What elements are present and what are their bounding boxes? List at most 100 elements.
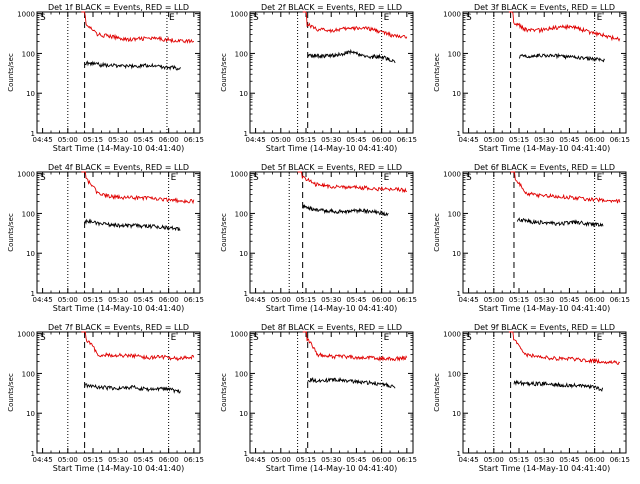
y-tick-label: 1000 — [17, 171, 35, 179]
y-tick-label: 10 — [239, 250, 248, 258]
plot-frame — [36, 331, 201, 454]
marker-e-label: E — [384, 333, 390, 343]
y-tick-label: 1000 — [230, 331, 248, 339]
y-tick-label: 1 — [31, 450, 35, 458]
panel-6: Det 6f BLACK = Events, RED = LLD 1 10 100 10… — [433, 163, 630, 313]
marker-s-label: S — [253, 13, 259, 23]
panel-4: Det 4f BLACK = Events, RED = LLD 1 10 100 10… — [7, 163, 204, 313]
x-tick-label: 06:00 — [159, 136, 179, 144]
y-axis-label: Counts/sec — [7, 213, 15, 252]
x-tick-label: 05:00 — [484, 456, 504, 464]
lld-series-line — [297, 171, 407, 194]
panel-title: Det 7f BLACK = Events, RED = LLD — [48, 323, 189, 332]
x-tick-label: 05:15 — [296, 456, 316, 464]
x-tick-label: 05:45 — [133, 456, 153, 464]
x-tick-label: 05:00 — [271, 296, 291, 304]
panel-2: Det 2f BLACK = Events, RED = LLD 1 10 100 10… — [220, 3, 417, 153]
events-series-line — [84, 60, 181, 71]
x-tick-label: 05:00 — [271, 456, 291, 464]
y-tick-label: 100 — [235, 50, 248, 58]
panel-5: Det 5f BLACK = Events, RED = LLD 1 10 100 10… — [220, 163, 417, 313]
y-tick-label: 10 — [26, 90, 35, 98]
y-tick-label: 1000 — [443, 331, 461, 339]
x-tick-label: 05:45 — [133, 296, 153, 304]
lld-series-line — [508, 331, 621, 365]
y-tick-label: 1 — [31, 130, 35, 138]
x-tick-label: 05:30 — [534, 456, 554, 464]
x-tick-label: 05:00 — [271, 136, 291, 144]
x-tick-label: 05:15 — [83, 136, 103, 144]
marker-e-label: E — [597, 333, 603, 343]
marker-s-label: S — [40, 333, 46, 343]
marker-s-label: S — [40, 13, 46, 23]
events-series-line — [84, 218, 181, 232]
marker-e-label: E — [384, 173, 390, 183]
y-tick-label: 10 — [239, 410, 248, 418]
y-tick-label: 1 — [457, 450, 461, 458]
x-tick-label: 05:45 — [559, 456, 579, 464]
panel-title: Det 8f BLACK = Events, RED = LLD — [261, 323, 402, 332]
x-tick-label: 05:00 — [58, 136, 78, 144]
panel-title: Det 2f BLACK = Events, RED = LLD — [261, 3, 402, 12]
panel-8: Det 8f BLACK = Events, RED = LLD 1 10 100 10… — [220, 323, 417, 473]
x-tick-label: 04:45 — [33, 296, 53, 304]
x-tick-label: 06:15 — [610, 296, 630, 304]
x-tick-label: 04:45 — [33, 456, 53, 464]
plot-frame — [249, 171, 414, 294]
events-series-line — [307, 48, 396, 64]
lld-series-line — [81, 331, 195, 362]
x-tick-label: 06:00 — [585, 136, 605, 144]
x-tick-label: 05:45 — [346, 136, 366, 144]
plot-frame — [462, 331, 627, 454]
marker-e-label: E — [169, 13, 175, 23]
x-tick-label: 05:00 — [58, 456, 78, 464]
panel-title: Det 6f BLACK = Events, RED = LLD — [474, 163, 615, 172]
events-series-line — [302, 204, 389, 217]
x-tick-label: 05:45 — [559, 136, 579, 144]
y-tick-label: 100 — [448, 50, 461, 58]
x-tick-label: 05:15 — [296, 296, 316, 304]
lld-series-line — [302, 11, 408, 39]
x-tick-label: 05:30 — [108, 136, 128, 144]
x-tick-label: 06:00 — [159, 296, 179, 304]
x-tick-label: 05:15 — [509, 136, 529, 144]
y-tick-label: 1 — [31, 290, 35, 298]
y-tick-label: 1000 — [230, 171, 248, 179]
x-tick-label: 06:00 — [372, 456, 392, 464]
panel-title: Det 3f BLACK = Events, RED = LLD — [474, 3, 615, 12]
marker-e-label: E — [597, 13, 603, 23]
y-tick-label: 10 — [26, 250, 35, 258]
y-tick-label: 10 — [452, 90, 461, 98]
y-tick-label: 1 — [244, 130, 248, 138]
x-axis-label: Start Time (14-May-10 04:41:40) — [53, 144, 184, 153]
x-tick-label: 05:30 — [108, 296, 128, 304]
x-tick-label: 05:30 — [321, 296, 341, 304]
y-tick-label: 1000 — [17, 331, 35, 339]
x-tick-label: 06:00 — [585, 456, 605, 464]
x-axis-label: Start Time (14-May-10 04:41:40) — [53, 304, 184, 313]
x-tick-label: 04:45 — [33, 136, 53, 144]
y-axis-label: Counts/sec — [433, 373, 441, 412]
x-tick-label: 05:30 — [534, 296, 554, 304]
lld-series-line — [302, 331, 408, 362]
x-tick-label: 05:45 — [346, 296, 366, 304]
plot-frame — [462, 171, 627, 294]
panel-1: Det 1f BLACK = Events, RED = LLD 1 10 100 10… — [7, 3, 204, 153]
x-tick-label: 04:45 — [246, 136, 266, 144]
y-tick-label: 100 — [448, 370, 461, 378]
panel-3: Det 3f BLACK = Events, RED = LLD 1 10 100 10… — [433, 3, 630, 153]
plot-frame — [36, 171, 201, 294]
x-tick-label: 06:15 — [610, 136, 630, 144]
x-tick-label: 06:00 — [372, 296, 392, 304]
x-axis-label: Start Time (14-May-10 04:41:40) — [479, 464, 610, 473]
y-axis-label: Counts/sec — [433, 53, 441, 92]
y-tick-label: 10 — [239, 90, 248, 98]
x-axis-label: Start Time (14-May-10 04:41:40) — [266, 144, 397, 153]
y-tick-label: 100 — [22, 210, 35, 218]
lld-series-line — [508, 11, 621, 42]
x-tick-label: 06:00 — [372, 136, 392, 144]
panel-title: Det 9f BLACK = Events, RED = LLD — [474, 323, 615, 332]
y-tick-label: 100 — [235, 370, 248, 378]
x-tick-label: 04:45 — [246, 296, 266, 304]
y-tick-label: 1 — [244, 450, 248, 458]
